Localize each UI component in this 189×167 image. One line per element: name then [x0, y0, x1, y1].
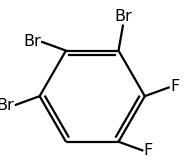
Text: F: F: [170, 79, 179, 95]
Text: Br: Br: [0, 98, 14, 113]
Text: F: F: [144, 143, 153, 158]
Text: Br: Br: [23, 34, 41, 49]
Text: Br: Br: [114, 9, 132, 24]
